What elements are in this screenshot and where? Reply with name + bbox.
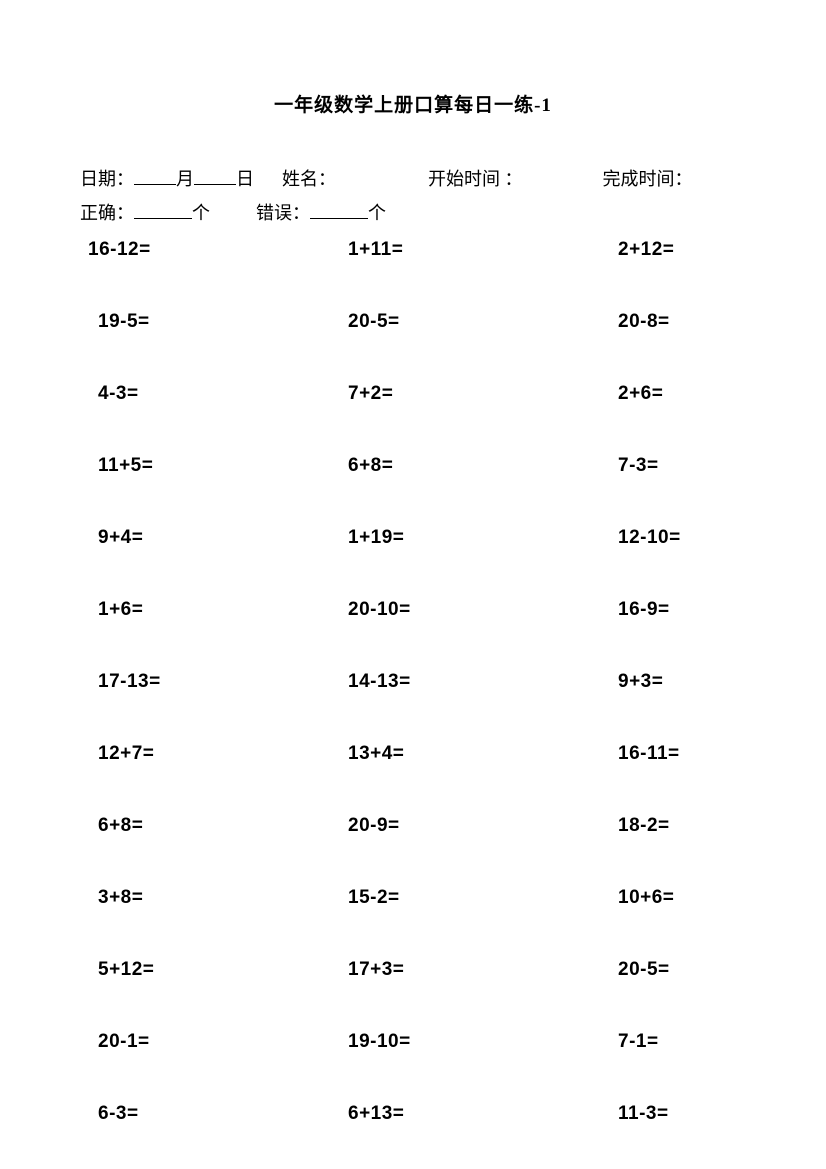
table-row: 20-1= 19-10= 7-1= (80, 1031, 746, 1053)
wrong-blank[interactable] (310, 201, 368, 219)
page-title: 一年级数学上册口算每日一练-1 (80, 90, 746, 117)
problem-cell: 6+8= (336, 455, 590, 477)
problem-cell: 2+12= (590, 239, 746, 261)
problem-cell: 16-9= (590, 599, 746, 621)
problem-cell: 15-2= (336, 887, 590, 909)
problem-cell: 11+5= (80, 455, 336, 477)
month-label: 月 (176, 165, 194, 191)
problem-cell: 5+12= (80, 959, 336, 981)
problem-cell: 1+6= (80, 599, 336, 621)
problem-cell: 4-3= (80, 383, 336, 405)
problem-cell: 20-5= (336, 311, 590, 333)
problem-cell: 17+3= (336, 959, 590, 981)
problem-cell: 18-2= (590, 815, 746, 837)
table-row: 6+8= 20-9= 18-2= (80, 815, 746, 837)
problem-cell: 6-3= (80, 1103, 336, 1125)
problem-cell: 16-12= (80, 239, 336, 261)
start-label: 开始时间 ： (428, 165, 523, 191)
problem-cell: 7+2= (336, 383, 590, 405)
correct-unit: 个 (192, 199, 210, 225)
problems-grid: 16-12= 1+11= 2+12= 19-5= 20-5= 20-8= 4-3… (80, 239, 746, 1125)
problem-cell: 7-3= (590, 455, 746, 477)
problem-cell: 20-8= (590, 311, 746, 333)
problem-cell: 6+8= (80, 815, 336, 837)
problem-cell: 1+11= (336, 239, 590, 261)
problem-cell: 10+6= (590, 887, 746, 909)
problem-cell: 9+4= (80, 527, 336, 549)
day-blank[interactable] (194, 167, 236, 185)
correct-blank[interactable] (134, 201, 192, 219)
problem-cell: 20-1= (80, 1031, 336, 1053)
problem-cell: 14-13= (336, 671, 590, 693)
problem-cell: 17-13= (80, 671, 336, 693)
problem-cell: 9+3= (590, 671, 746, 693)
problem-cell: 1+19= (336, 527, 590, 549)
problem-cell: 3+8= (80, 887, 336, 909)
day-label: 日 (236, 165, 254, 191)
info-row-1: 日期： 月 日 姓名： 开始时间 ： 完成时间： (80, 165, 746, 191)
correct-label: 正确： (80, 199, 134, 225)
table-row: 12+7= 13+4= 16-11= (80, 743, 746, 765)
table-row: 16-12= 1+11= 2+12= (80, 239, 746, 261)
problem-cell: 20-10= (336, 599, 590, 621)
problem-cell: 20-5= (590, 959, 746, 981)
info-row-2: 正确： 个 错误： 个 (80, 199, 746, 225)
problem-cell: 13+4= (336, 743, 590, 765)
wrong-unit: 个 (368, 199, 386, 225)
problem-cell: 12-10= (590, 527, 746, 549)
table-row: 5+12= 17+3= 20-5= (80, 959, 746, 981)
problem-cell: 12+7= (80, 743, 336, 765)
problem-cell: 6+13= (336, 1103, 590, 1125)
date-label: 日期： (80, 165, 134, 191)
table-row: 4-3= 7+2= 2+6= (80, 383, 746, 405)
name-label: 姓名： (282, 165, 336, 191)
table-row: 1+6= 20-10= 16-9= (80, 599, 746, 621)
table-row: 3+8= 15-2= 10+6= (80, 887, 746, 909)
problem-cell: 19-10= (336, 1031, 590, 1053)
problem-cell: 20-9= (336, 815, 590, 837)
wrong-label: 错误： (256, 199, 310, 225)
table-row: 11+5= 6+8= 7-3= (80, 455, 746, 477)
problem-cell: 7-1= (590, 1031, 746, 1053)
problem-cell: 19-5= (80, 311, 336, 333)
table-row: 17-13= 14-13= 9+3= (80, 671, 746, 693)
problem-cell: 2+6= (590, 383, 746, 405)
table-row: 19-5= 20-5= 20-8= (80, 311, 746, 333)
table-row: 6-3= 6+13= 11-3= (80, 1103, 746, 1125)
problem-cell: 11-3= (590, 1103, 746, 1125)
finish-label: 完成时间： (603, 165, 693, 191)
month-blank[interactable] (134, 167, 176, 185)
problem-cell: 16-11= (590, 743, 746, 765)
table-row: 9+4= 1+19= 12-10= (80, 527, 746, 549)
